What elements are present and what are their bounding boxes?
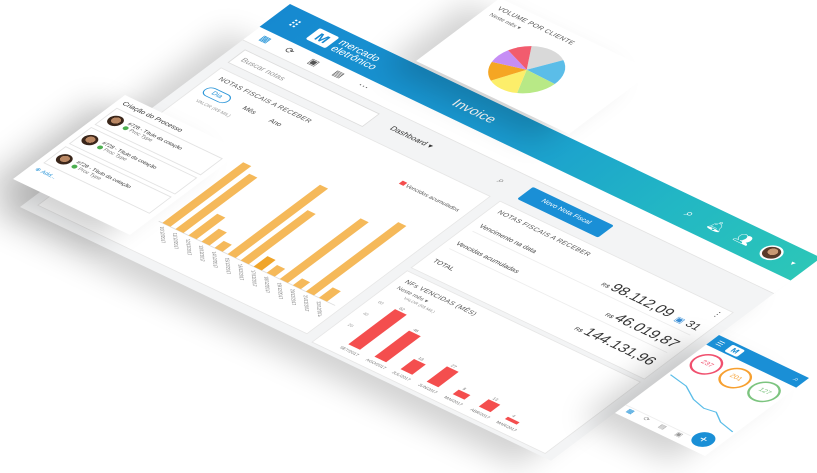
bar[interactable]	[374, 330, 421, 363]
bar[interactable]	[253, 256, 276, 271]
pie-chart	[476, 41, 578, 101]
x-tick-label: 17/12/2017	[250, 270, 258, 287]
bar[interactable]	[305, 222, 407, 296]
due-count: 31	[681, 318, 706, 333]
nav-calendar-icon[interactable]: ▣	[672, 431, 685, 439]
calendar-icon[interactable]: ▣	[304, 57, 322, 69]
app-grid-icon[interactable]: ⠿	[283, 17, 305, 31]
pie-slice[interactable]	[488, 63, 540, 95]
invoices-receivable-chart-card: NOTAS FISCAIS A RECEBER Dia Mês Ano Venc…	[37, 67, 491, 335]
y-tick-label: 60	[377, 300, 386, 305]
bar[interactable]	[318, 287, 341, 302]
bar[interactable]	[292, 278, 311, 290]
nav-dashboard-icon[interactable]: ▦	[624, 408, 636, 416]
x-tick-label: 22/12/2017	[315, 301, 323, 318]
search-icon[interactable]: ⌕	[494, 176, 508, 186]
dashboard-label: Dashboard	[387, 124, 431, 148]
x-tick-label: MAI/2017	[443, 395, 465, 406]
x-tick-label: 13/12/2017	[198, 245, 206, 262]
menu-icon[interactable]: ☰	[713, 339, 728, 348]
bar[interactable]	[227, 184, 329, 258]
bar[interactable]	[162, 162, 252, 227]
pie-slice[interactable]	[476, 56, 527, 86]
pie-slice[interactable]	[504, 69, 556, 101]
bar[interactable]	[452, 389, 471, 400]
bar[interactable]	[348, 309, 407, 350]
avatar[interactable]	[754, 242, 789, 264]
overdue-invoices-card: NFs VENCIDAS (MÊS) Neste mês ▾ 20 40 60 VAL…	[311, 270, 642, 454]
row-label: TOTAL	[430, 258, 456, 273]
volume-by-client-card: VOLUME POR CLIENTE Neste mês ▾	[416, 0, 653, 135]
add-label: Add...	[38, 169, 58, 181]
search-icon[interactable]: ⌕	[790, 375, 803, 384]
bar[interactable]	[240, 210, 316, 265]
x-tick-label: 10/12/2017	[159, 226, 167, 243]
pie-slice[interactable]	[526, 53, 578, 84]
bar[interactable]	[504, 416, 520, 425]
data-label: 13	[491, 396, 500, 401]
x-tick-label: 14/12/2017	[211, 251, 219, 268]
pie-slice[interactable]	[500, 41, 548, 70]
more-icon[interactable]: ⋯	[354, 81, 372, 92]
x-axis	[158, 220, 336, 306]
nav-grid-icon[interactable]: ▤	[656, 423, 668, 431]
pie-slice[interactable]	[491, 49, 536, 75]
x-tick-label: 11/12/2017	[172, 233, 180, 250]
bar[interactable]	[214, 240, 232, 252]
data-label: 18	[417, 356, 426, 361]
bell-icon[interactable]: 🔔︎	[703, 218, 731, 235]
x-tick-label: 15/12/2017	[224, 257, 232, 274]
data-label: 46	[412, 328, 421, 333]
data-label: 62	[398, 306, 407, 311]
x-tick-label: JUL/2017	[391, 370, 413, 381]
y-tick-label: 40	[361, 311, 370, 316]
x-tick-label: 19/12/2017	[276, 282, 284, 299]
chevron-down-icon[interactable]: ▾	[787, 259, 799, 267]
x-tick-label: 16/12/2017	[237, 264, 245, 281]
x-tick-label: 12/12/2017	[185, 239, 193, 256]
nav-sync-icon[interactable]: ⟳	[640, 416, 652, 423]
x-tick-label: 20/12/2017	[289, 289, 297, 306]
data-label: 4	[511, 414, 518, 418]
orange-bar-chart: VALOR (R$ MIL)10/12/2017 11/12/2017 12/12/…	[158, 99, 407, 318]
bar[interactable]	[279, 218, 369, 283]
bar[interactable]	[478, 399, 501, 413]
chevron-down-icon: ▾	[424, 142, 436, 150]
grid-icon[interactable]: ▤	[329, 69, 347, 80]
main-window: ▦ ⟳ ▣ ▤ ⋯ Buscar notas Dashboard ▾ ⌕ Nov…	[20, 27, 791, 461]
x-tick-label: 18/12/2017	[263, 276, 271, 293]
bar[interactable]	[201, 228, 227, 246]
users-icon[interactable]: 👥︎	[730, 231, 758, 248]
x-tick-label: SET/2017	[338, 345, 360, 357]
y-tick-label: 20	[346, 323, 355, 328]
bar[interactable]	[188, 213, 226, 240]
bar[interactable]	[426, 366, 459, 388]
line-chart	[669, 374, 734, 433]
x-tick-label: JUN/2017	[417, 383, 439, 395]
bar[interactable]	[266, 265, 286, 277]
pie-slice[interactable]	[510, 43, 566, 77]
dashboard-icon[interactable]: ▦	[256, 34, 274, 45]
bar[interactable]	[400, 358, 426, 375]
data-label: 8	[461, 387, 468, 391]
data-label: 27	[450, 364, 459, 369]
search-icon[interactable]: ⌕	[680, 207, 700, 220]
sync-icon[interactable]: ⟳	[280, 46, 298, 57]
mobile-app-preview: ☰ M ⌕ 237 201 127 ▦ ⟳ ▤ ▣ +	[615, 335, 809, 456]
add-fab-button[interactable]: +	[686, 429, 721, 450]
x-tick-label: 21/12/2017	[302, 295, 310, 312]
bar[interactable]	[175, 173, 258, 234]
